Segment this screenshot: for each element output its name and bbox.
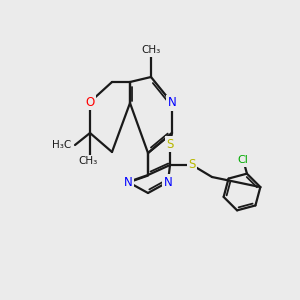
Text: S: S	[188, 158, 196, 172]
Text: CH₃: CH₃	[141, 45, 160, 55]
Text: S: S	[166, 137, 174, 151]
Text: O: O	[85, 95, 94, 109]
Text: N: N	[168, 97, 176, 110]
Text: N: N	[164, 176, 172, 188]
Text: Cl: Cl	[238, 155, 249, 165]
Text: H₃C: H₃C	[52, 140, 71, 150]
Text: N: N	[124, 176, 132, 188]
Text: CH₃: CH₃	[78, 156, 98, 166]
